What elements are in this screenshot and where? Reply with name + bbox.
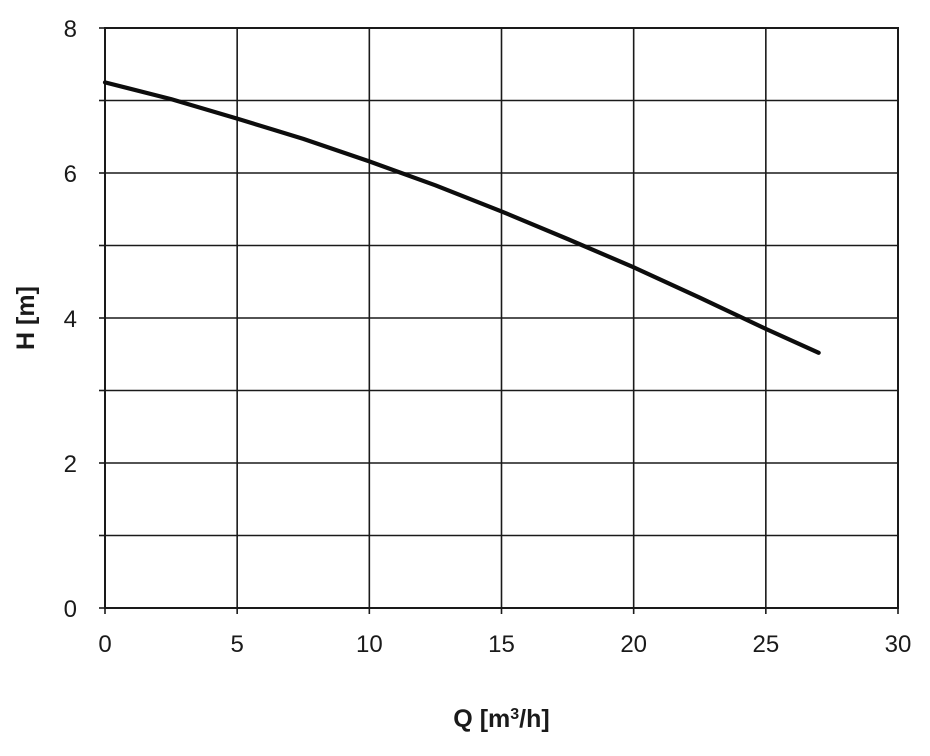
x-tick-label: 0	[98, 631, 111, 658]
x-axis-label: Q [m3/h]	[453, 705, 549, 733]
x-axis-label-superscript: 3	[510, 706, 519, 723]
x-tick-label: 10	[356, 631, 383, 658]
y-tick-label: 0	[64, 596, 77, 623]
plot-frame	[104, 27, 899, 609]
y-tick-labels: 0 2 4 6 8	[64, 16, 77, 623]
x-tick-label: 30	[885, 631, 912, 658]
y-tick-label: 8	[64, 16, 77, 43]
x-axis-label-suffix: /h]	[519, 705, 550, 733]
y-axis-label: H [m]	[12, 286, 40, 350]
x-tick-label: 20	[620, 631, 647, 658]
x-axis-label-prefix: Q [m	[453, 705, 510, 733]
y-tick-label: 6	[64, 161, 77, 188]
y-tick-label: 4	[64, 306, 77, 333]
x-tick-label: 5	[230, 631, 243, 658]
x-tick-label: 25	[752, 631, 779, 658]
series-layer	[102, 80, 821, 355]
y-tick-label: 2	[64, 451, 77, 478]
x-tick-labels: 0 5 10 15 20 25 30	[98, 631, 911, 658]
grid-layer	[99, 27, 899, 614]
series-line	[102, 80, 821, 355]
x-tick-label: 15	[488, 631, 515, 658]
